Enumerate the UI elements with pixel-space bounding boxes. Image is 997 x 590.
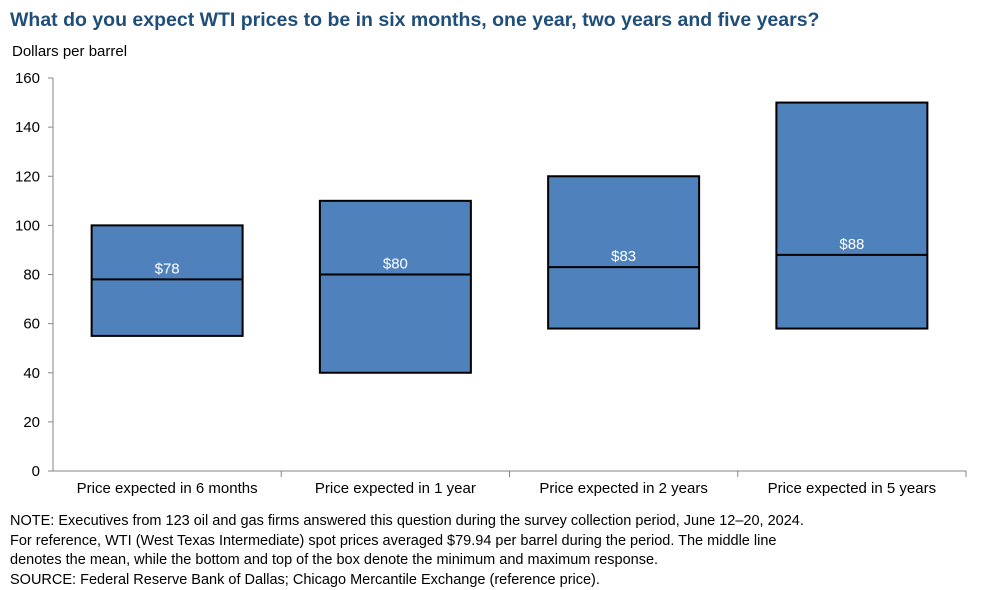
x-category-label: Price expected in 6 months bbox=[77, 480, 258, 497]
chart-title: What do you expect WTI prices to be in s… bbox=[10, 9, 820, 31]
range-box bbox=[90, 224, 244, 337]
y-axis-unit-label: Dollars per barrel bbox=[12, 43, 128, 60]
mean-label: $83 bbox=[611, 248, 636, 265]
y-axis: 0 20 40 60 80 100 120 140 160 bbox=[15, 70, 54, 480]
mean-label: $88 bbox=[839, 236, 864, 253]
mean-label: $80 bbox=[383, 256, 408, 273]
y-tick-label: 40 bbox=[23, 365, 40, 382]
box-chart: 0 20 40 60 80 100 120 140 160 Price expected in … bbox=[15, 70, 967, 497]
x-category-label: Price expected in 2 years bbox=[539, 480, 707, 497]
note-line: NOTE: Executives from 123 oil and gas fi… bbox=[10, 513, 804, 529]
x-category-label: Price expected in 1 year bbox=[315, 480, 476, 497]
note-line: For reference, WTI (West Texas Intermedi… bbox=[10, 532, 777, 549]
note-line: denotes the mean, while the bottom and t… bbox=[10, 552, 659, 569]
x-axis: Price expected in 6 months Price expected… bbox=[53, 470, 967, 497]
x-category-label: Price expected in 5 years bbox=[768, 480, 936, 497]
footnote: NOTE: Executives from 123 oil and gas fi… bbox=[10, 512, 985, 590]
y-tick-label: 20 bbox=[23, 414, 40, 431]
y-tick-label: 100 bbox=[15, 217, 40, 234]
y-tick-label: 160 bbox=[15, 70, 40, 87]
y-tick-label: 0 bbox=[32, 463, 40, 480]
range-box bbox=[775, 101, 929, 330]
y-tick-label: 140 bbox=[15, 119, 40, 136]
source-line: SOURCE: Federal Reserve Bank of Dallas; … bbox=[10, 571, 600, 588]
range-box bbox=[547, 175, 701, 330]
boxes: $78 $80 $83 $88 bbox=[90, 101, 929, 374]
y-tick-label: 80 bbox=[23, 267, 40, 284]
range-box bbox=[318, 199, 472, 374]
y-tick-label: 120 bbox=[15, 168, 40, 185]
y-tick-label: 60 bbox=[23, 316, 40, 333]
mean-label: $78 bbox=[155, 260, 180, 277]
